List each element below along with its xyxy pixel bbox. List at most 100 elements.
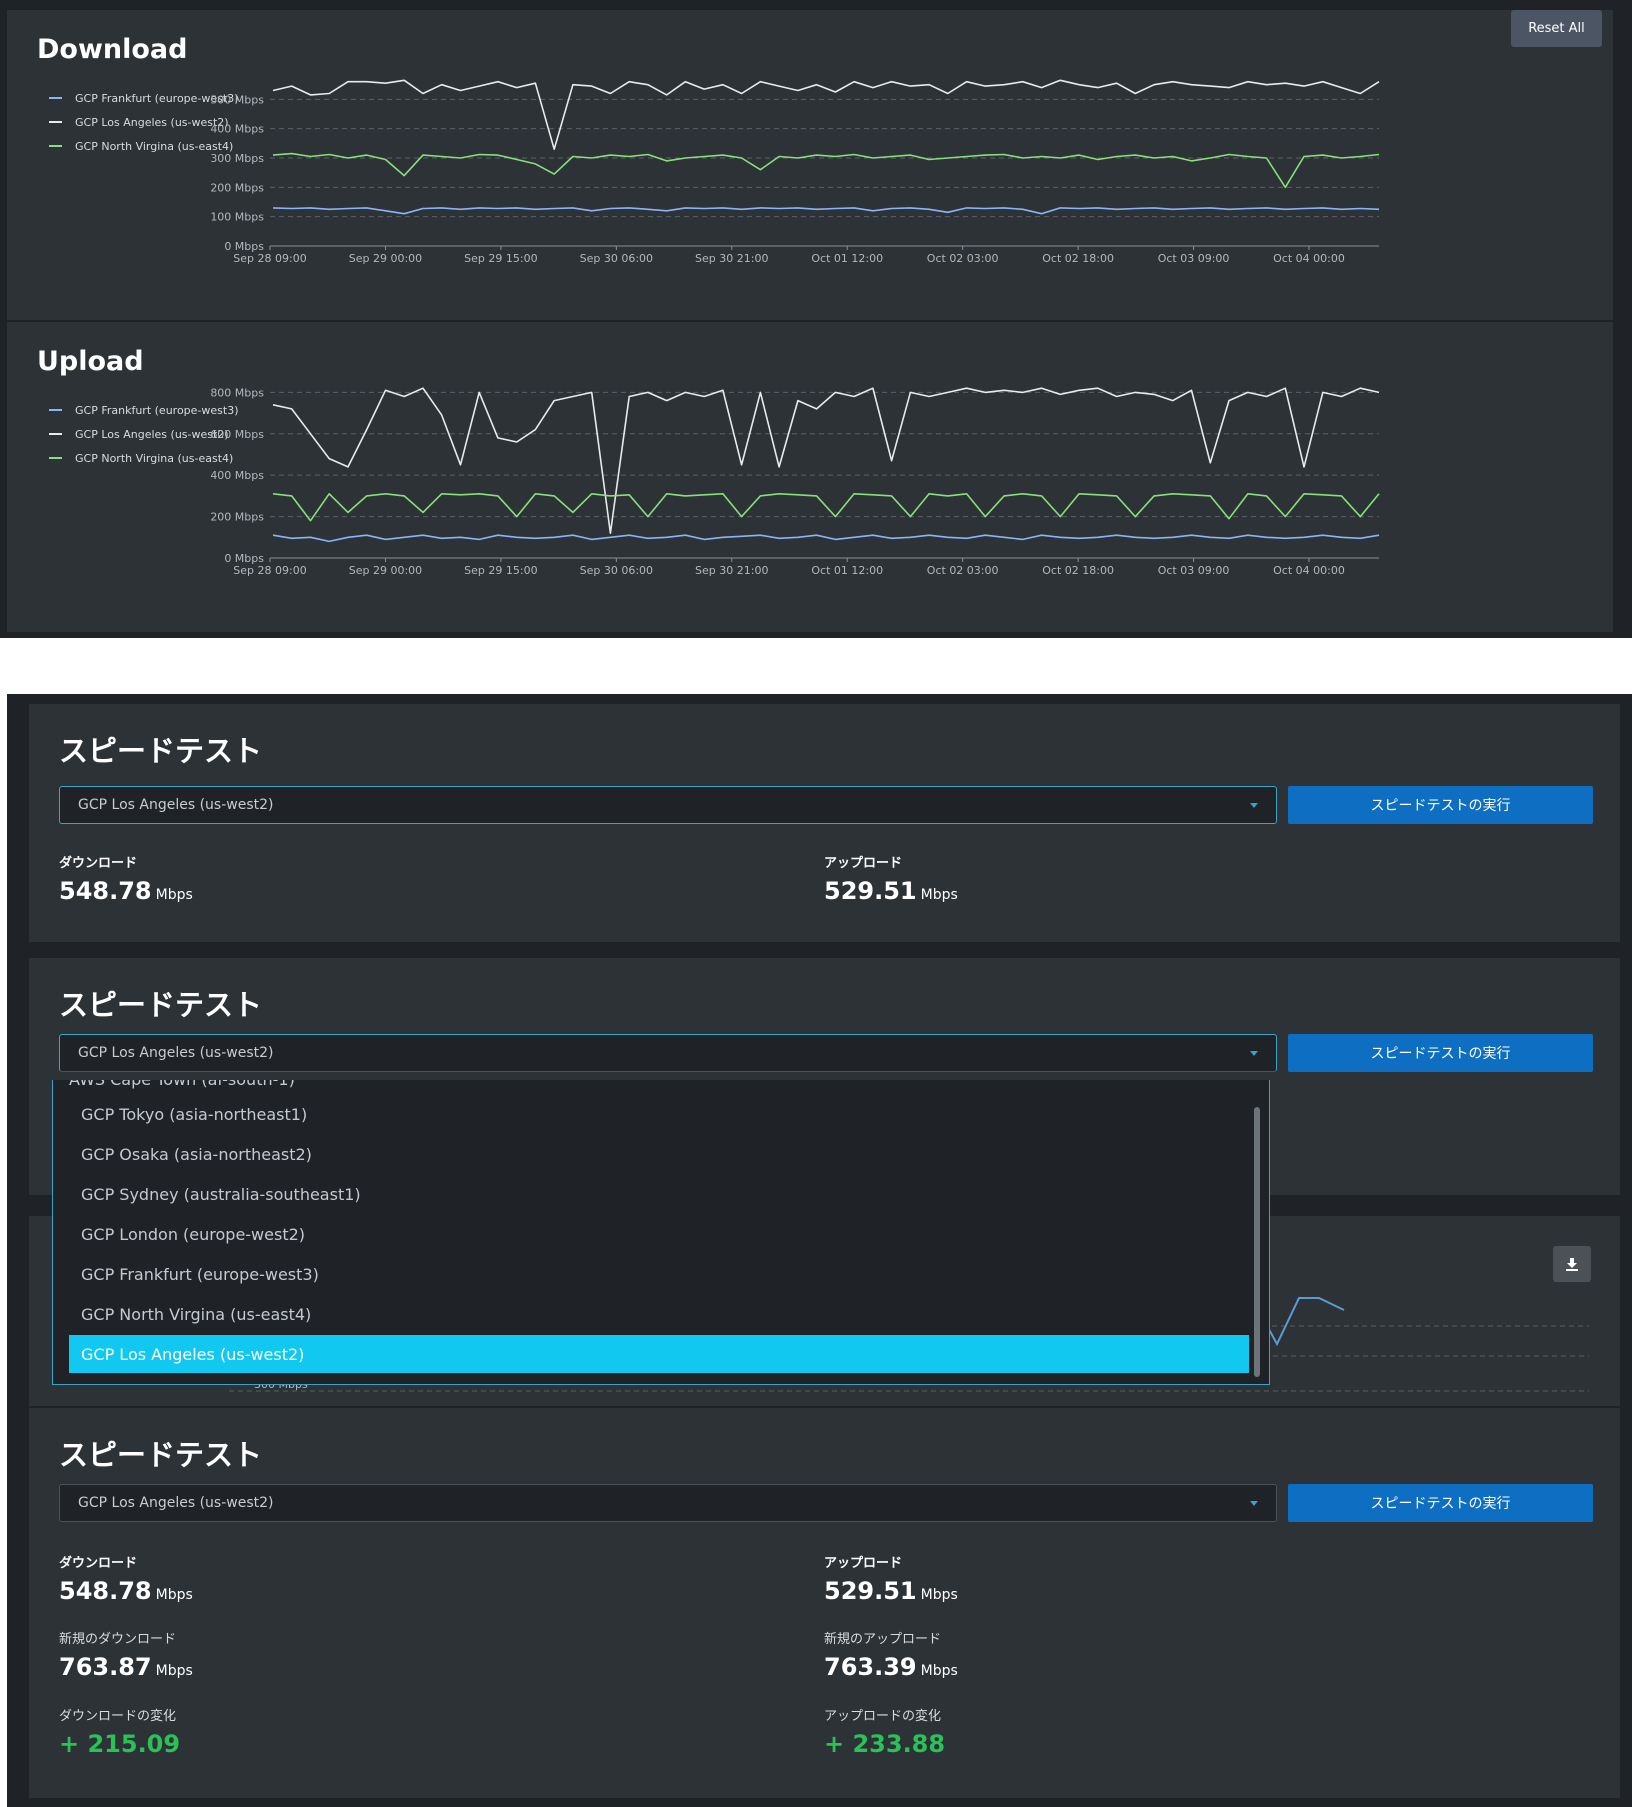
download-value: 548.78 Mbps <box>59 877 193 905</box>
upload-change-stat: アップロードの変化 + 233.88 <box>824 1705 945 1758</box>
y-tick-label: 600 Mbps <box>210 428 264 441</box>
download-line-chart: 0 Mbps 100 Mbps 200 Mbps 300 Mbps 400 Mbps 50… <box>210 79 1380 265</box>
run-speedtest-button[interactable]: スピードテストの実行 <box>1288 1484 1593 1522</box>
upload-stat: アップロード 529.51 Mbps <box>824 1552 958 1605</box>
download-label: ダウンロード <box>59 1556 138 1571</box>
run-speedtest-button[interactable]: スピードテストの実行 <box>1288 786 1593 824</box>
x-tick-label: Sep 30 21:00 <box>695 564 768 577</box>
x-tick-label: Oct 03 09:00 <box>1158 252 1230 265</box>
legend-swatch <box>49 409 62 411</box>
legend-item[interactable]: GCP Los Angeles (us-west2) <box>49 422 239 446</box>
x-tick-label: Oct 02 18:00 <box>1042 564 1114 577</box>
dropdown-option[interactable]: GCP North Virgina (us-east4) <box>81 1304 312 1324</box>
upload-label: アップロード <box>824 1556 903 1571</box>
x-tick-label: Sep 28 09:00 <box>233 252 306 265</box>
download-label: ダウンロード <box>59 856 138 871</box>
speedtest-heading: スピードテスト <box>59 734 263 768</box>
server-select[interactable]: GCP Los Angeles (us-west2) <box>59 786 1277 824</box>
download-chart-title: Download <box>37 34 188 65</box>
x-tick-label: Oct 04 00:00 <box>1273 252 1345 265</box>
upload-value: 529.51 Mbps <box>824 877 958 905</box>
series-line <box>272 387 1380 534</box>
chevron-down-icon <box>1250 1501 1258 1506</box>
new-upload-value: 763.39 Mbps <box>824 1653 958 1681</box>
charts-panel: Download GCP Frankfurt (europe-west3) GC… <box>0 0 1632 638</box>
series-line <box>272 79 1380 150</box>
new-upload-number: 763.39 <box>824 1653 917 1681</box>
legend-item[interactable]: GCP Los Angeles (us-west2) <box>49 110 239 134</box>
dropdown-option-partial[interactable]: AWS Cape Town (af-south-1) <box>69 1080 295 1089</box>
legend-swatch <box>49 433 62 435</box>
server-select-value: GCP Los Angeles (us-west2) <box>78 1045 274 1061</box>
download-number: 548.78 <box>59 1577 152 1605</box>
legend-label: GCP North Virgina (us-east4) <box>75 139 234 153</box>
y-tick-label: 200 Mbps <box>210 511 264 524</box>
upload-value: 529.51 Mbps <box>824 1577 958 1605</box>
speedtest-card: スピードテスト GCP Los Angeles (us-west2) スピードテ… <box>29 704 1620 942</box>
y-tick-label: 800 Mbps <box>210 386 264 399</box>
x-tick-label: Oct 02 03:00 <box>927 252 999 265</box>
series-line <box>272 493 1380 522</box>
y-tick-label: 400 Mbps <box>210 123 264 136</box>
server-select-value: GCP Los Angeles (us-west2) <box>78 1495 274 1511</box>
legend-label: GCP North Virgina (us-east4) <box>75 451 234 465</box>
y-tick-label: 400 Mbps <box>210 469 264 482</box>
upload-chart-card: Upload GCP Frankfurt (europe-west3) GCP … <box>7 322 1613 632</box>
download-change-stat: ダウンロードの変化 + 215.09 <box>59 1705 180 1758</box>
legend-swatch <box>49 121 62 123</box>
server-dropdown-list[interactable]: AWS Cape Town (af-south-1) GCP Tokyo (as… <box>52 1080 1270 1385</box>
y-tick-label: 100 Mbps <box>210 211 264 224</box>
y-tick-label: 500 Mbps <box>210 93 264 106</box>
legend-item[interactable]: GCP Frankfurt (europe-west3) <box>49 398 239 422</box>
run-speedtest-button[interactable]: スピードテストの実行 <box>1288 1034 1593 1072</box>
download-chart-card: Download GCP Frankfurt (europe-west3) GC… <box>7 10 1613 320</box>
x-tick-label: Sep 30 06:00 <box>580 564 653 577</box>
reset-all-button[interactable]: Reset All <box>1511 10 1602 47</box>
dropdown-option-selected[interactable]: GCP Los Angeles (us-west2) <box>69 1335 1249 1373</box>
server-select-open[interactable]: GCP Los Angeles (us-west2) <box>59 1034 1277 1072</box>
upload-chart-title: Upload <box>37 346 144 377</box>
speedtest-card-results: スピードテスト GCP Los Angeles (us-west2) スピードテ… <box>29 1408 1620 1798</box>
series-line <box>272 207 1380 215</box>
legend-item[interactable]: GCP North Virgina (us-east4) <box>49 134 239 158</box>
x-tick-label: Sep 28 09:00 <box>233 564 306 577</box>
upload-line-chart: 0 Mbps 200 Mbps 400 Mbps 600 Mbps 800 Mbps Se… <box>210 386 1380 577</box>
x-tick-label: Sep 30 06:00 <box>580 252 653 265</box>
upload-stat: アップロード 529.51 Mbps <box>824 852 958 905</box>
new-upload-stat: 新規のアップロード 763.39 Mbps <box>824 1628 958 1681</box>
dropdown-option[interactable]: GCP Tokyo (asia-northeast1) <box>81 1104 308 1124</box>
download-number: 548.78 <box>59 877 152 905</box>
download-stat: ダウンロード 548.78 Mbps <box>59 852 193 905</box>
legend-swatch <box>49 457 62 459</box>
x-tick-label: Sep 30 21:00 <box>695 252 768 265</box>
upload-change-value: + 233.88 <box>824 1730 946 1758</box>
legend-item[interactable]: GCP North Virgina (us-east4) <box>49 446 239 470</box>
series-line <box>272 152 1380 189</box>
legend-item[interactable]: GCP Frankfurt (europe-west3) <box>49 86 239 110</box>
dropdown-scrollbar[interactable] <box>1254 1107 1260 1377</box>
dropdown-option[interactable]: GCP Frankfurt (europe-west3) <box>81 1264 319 1284</box>
legend-label: GCP Los Angeles (us-west2) <box>75 115 229 129</box>
download-icon <box>1566 1258 1578 1271</box>
upload-change-label: アップロードの変化 <box>824 1709 942 1724</box>
dropdown-option[interactable]: GCP Osaka (asia-northeast2) <box>81 1144 312 1164</box>
new-download-number: 763.87 <box>59 1653 152 1681</box>
x-tick-label: Sep 29 15:00 <box>464 564 537 577</box>
y-tick-label: 0 Mbps <box>224 240 264 253</box>
dropdown-option[interactable]: GCP Sydney (australia-southeast1) <box>81 1184 361 1204</box>
x-tick-label: Oct 01 12:00 <box>811 564 883 577</box>
legend-label: GCP Frankfurt (europe-west3) <box>75 403 239 417</box>
unit-label: Mbps <box>920 1663 958 1679</box>
legend-swatch <box>49 145 62 147</box>
download-legend: GCP Frankfurt (europe-west3) GCP Los Ang… <box>49 86 239 158</box>
unit-label: Mbps <box>155 1587 193 1603</box>
legend-label: GCP Frankfurt (europe-west3) <box>75 91 239 105</box>
series-line <box>272 534 1380 543</box>
speedtest-heading: スピードテスト <box>59 1438 263 1472</box>
download-stat: ダウンロード 548.78 Mbps <box>59 1552 193 1605</box>
upload-number: 529.51 <box>824 1577 917 1605</box>
download-chart-button[interactable] <box>1553 1246 1591 1282</box>
legend-label: GCP Los Angeles (us-west2) <box>75 427 229 441</box>
dropdown-option[interactable]: GCP London (europe-west2) <box>81 1224 306 1244</box>
server-select[interactable]: GCP Los Angeles (us-west2) <box>59 1484 1277 1522</box>
